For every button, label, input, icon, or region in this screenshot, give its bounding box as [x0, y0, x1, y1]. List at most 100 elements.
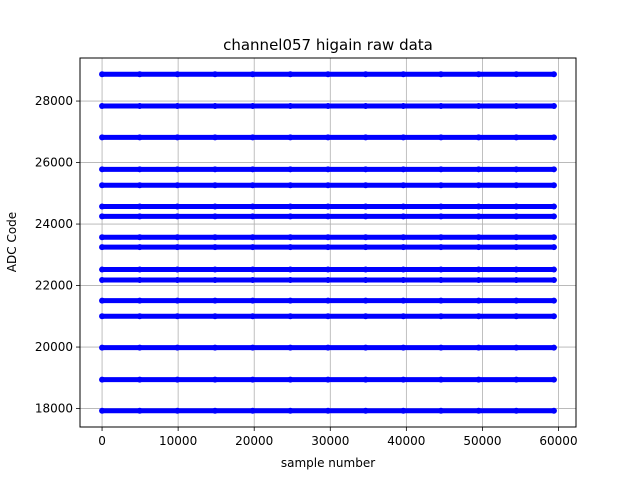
data-point	[99, 234, 106, 241]
data-point	[212, 266, 219, 273]
y-tick-label: 26000	[35, 156, 73, 170]
data-point	[400, 71, 407, 78]
data-point	[400, 277, 407, 284]
data-point	[437, 182, 444, 189]
data-point	[212, 244, 219, 251]
data-point	[550, 297, 557, 304]
data-point	[249, 213, 256, 220]
data-point	[249, 234, 256, 241]
adc-level-band	[99, 134, 557, 141]
adc-level-band	[99, 344, 557, 351]
data-point	[513, 102, 520, 109]
data-point	[287, 244, 294, 251]
y-tick-label: 28000	[35, 94, 73, 108]
data-point	[174, 407, 181, 414]
data-point	[400, 166, 407, 173]
data-point	[437, 244, 444, 251]
x-tick-label: 60000	[539, 434, 577, 448]
data-point	[325, 313, 331, 320]
data-point	[513, 313, 520, 320]
data-point	[325, 203, 331, 210]
data-point	[362, 313, 369, 320]
data-point	[475, 277, 482, 284]
x-tick-label: 20000	[235, 434, 273, 448]
data-point	[249, 376, 256, 383]
data-point	[212, 277, 219, 284]
data-point	[99, 213, 106, 220]
data-point	[550, 134, 557, 141]
data-point	[437, 203, 444, 210]
data-point	[287, 213, 294, 220]
data-point	[437, 213, 444, 220]
adc-level-band	[99, 203, 557, 210]
data-point	[362, 166, 369, 173]
data-point	[400, 134, 407, 141]
data-point	[174, 244, 181, 251]
data-point	[400, 234, 407, 241]
data-point	[475, 182, 482, 189]
data-point	[513, 277, 520, 284]
data-point	[362, 266, 369, 273]
data-point	[325, 213, 331, 220]
data-point	[136, 203, 143, 210]
data-point	[550, 182, 557, 189]
data-point	[550, 376, 557, 383]
data-point	[249, 71, 256, 78]
data-point	[287, 297, 294, 304]
data-point	[249, 313, 256, 320]
data-point	[99, 182, 106, 189]
data-point	[136, 182, 143, 189]
adc-level-band	[99, 166, 557, 173]
data-point	[513, 166, 520, 173]
data-point	[287, 71, 294, 78]
adc-level-band	[99, 266, 557, 273]
data-point	[325, 166, 331, 173]
data-point	[475, 203, 482, 210]
adc-level-band	[99, 297, 557, 304]
data-point	[325, 376, 331, 383]
adc-level-band	[99, 244, 557, 251]
data-point	[325, 277, 331, 284]
data-point	[362, 344, 369, 351]
data-point	[362, 376, 369, 383]
data-point	[550, 102, 557, 109]
y-tick-label: 24000	[35, 217, 73, 231]
data-point	[136, 71, 143, 78]
data-point	[437, 71, 444, 78]
data-point	[437, 407, 444, 414]
data-point	[325, 182, 331, 189]
data-point	[400, 297, 407, 304]
data-point	[437, 297, 444, 304]
x-tick-label: 30000	[311, 434, 349, 448]
data-point	[136, 213, 143, 220]
data-point	[99, 313, 106, 320]
data-point	[99, 344, 106, 351]
data-point	[400, 344, 407, 351]
data-point	[136, 234, 143, 241]
data-point	[550, 166, 557, 173]
data-point	[99, 71, 106, 78]
data-point	[136, 134, 143, 141]
data-point	[400, 244, 407, 251]
data-point	[99, 277, 106, 284]
data-point	[362, 71, 369, 78]
data-point	[174, 71, 181, 78]
data-point	[249, 182, 256, 189]
data-point	[513, 376, 520, 383]
adc-level-band	[99, 277, 557, 284]
adc-level-band	[99, 182, 557, 189]
data-point	[99, 376, 106, 383]
data-point	[362, 234, 369, 241]
data-point	[475, 344, 482, 351]
data-point	[212, 134, 219, 141]
data-point	[99, 134, 106, 141]
axis-ticks: 0 10000 20000 30000 40000 50000 60000 18000 2000…	[35, 94, 578, 448]
data-point	[249, 244, 256, 251]
data-point	[362, 134, 369, 141]
data-point	[325, 134, 331, 141]
data-point	[513, 203, 520, 210]
data-point	[287, 203, 294, 210]
adc-level-band	[99, 313, 557, 320]
data-point	[174, 277, 181, 284]
data-point	[174, 166, 181, 173]
